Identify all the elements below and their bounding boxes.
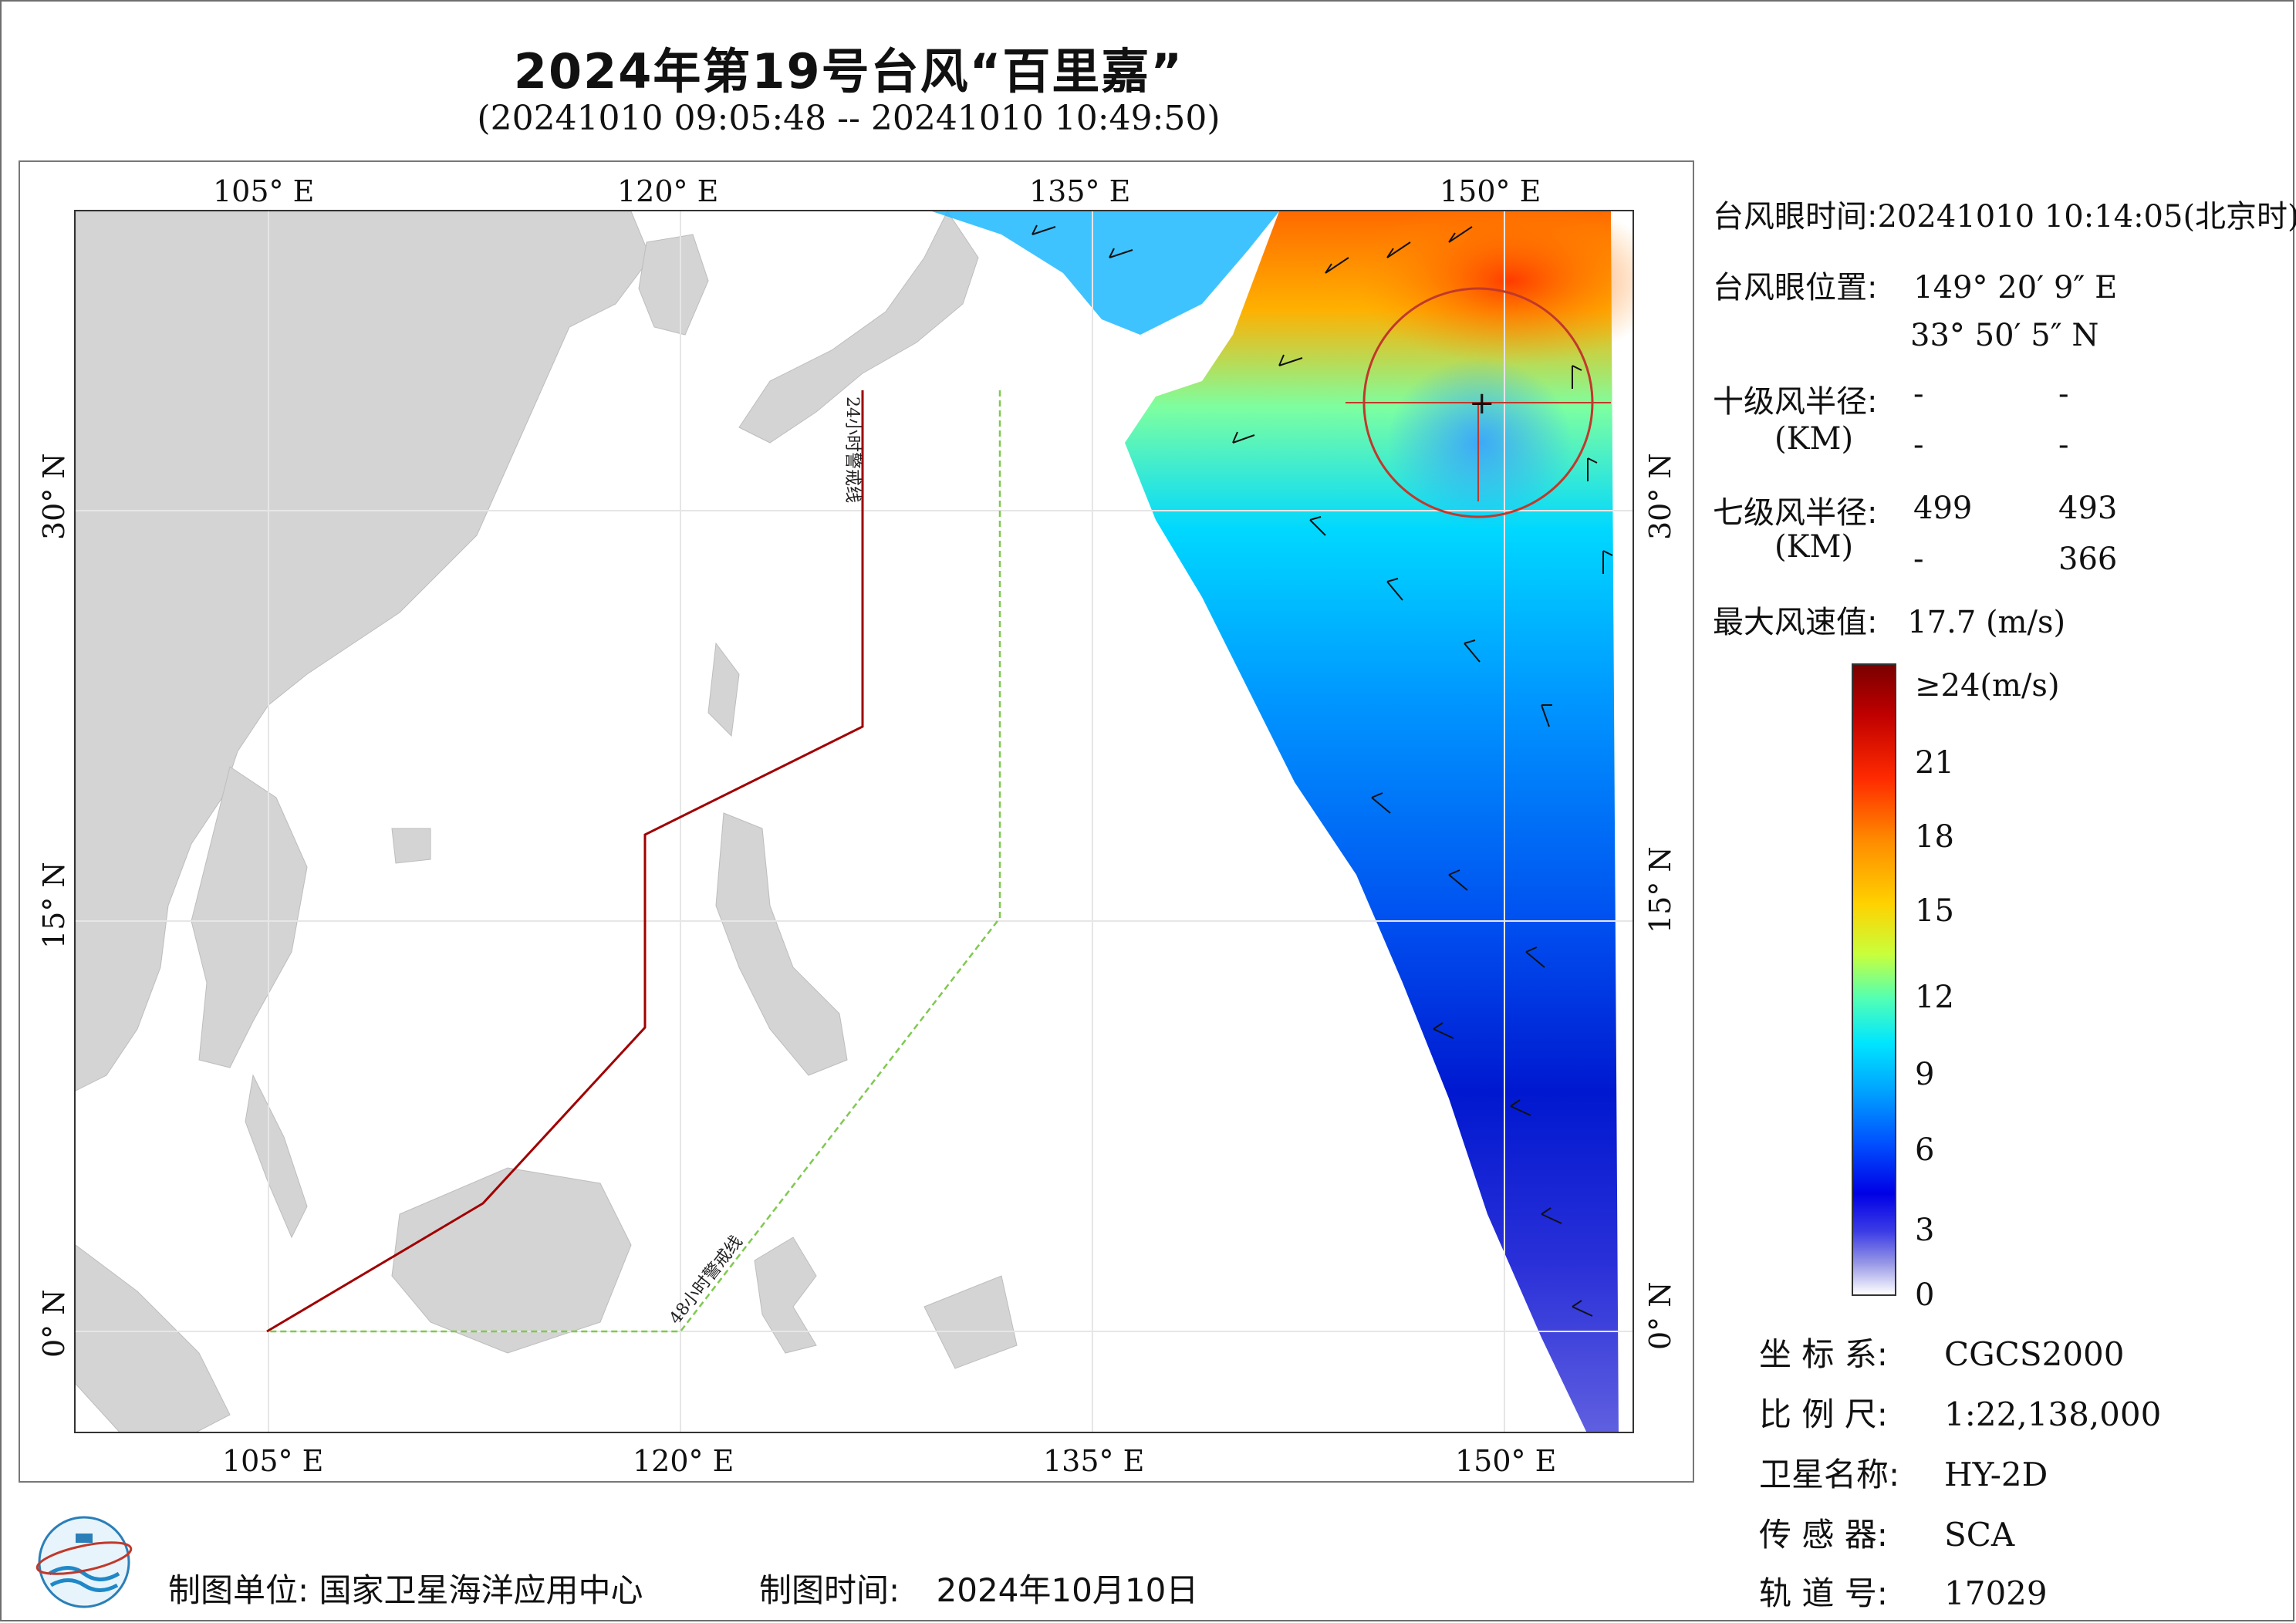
lon-tick-bottom-135: 135° E <box>1043 1444 1145 1478</box>
land-masses <box>76 211 1018 1432</box>
eye-lon-value: 149° 20′ 9″ E <box>1913 270 2118 305</box>
land-japan <box>738 211 979 444</box>
sensor-value: SCA <box>1944 1516 2015 1554</box>
land-asia-mainland <box>76 211 651 1092</box>
sensor-row: 传 感 器: SCA <box>1759 1509 2014 1556</box>
land-sumatra <box>76 1244 231 1432</box>
wind-barbs <box>1032 224 1613 1317</box>
land-korea-peninsula <box>638 234 709 336</box>
max-wind-row: 最大风速值: 17.7 (m/s) <box>1713 597 2065 642</box>
lon-tick-top-150: 150° E <box>1440 174 1541 208</box>
r7-value-2: 493 <box>2058 491 2118 526</box>
r10-value-2: - <box>2058 376 2069 412</box>
lon-tick-top-135: 135° E <box>1029 174 1131 208</box>
colorbar-label-18: 18 <box>1915 819 1954 855</box>
r10-value-3: - <box>1913 427 1924 463</box>
date-row: 制图时间: 2024年10月10日 <box>759 1564 1198 1611</box>
lat-tick-left-15: 15° N <box>37 862 71 949</box>
producer-value: 国家卫星海洋应用中心 <box>319 1571 643 1609</box>
nsoas-logo <box>35 1516 133 1608</box>
land-philippines <box>715 812 848 1076</box>
eye-time-value: 20241010 10:14:05(北京时) <box>1877 199 2296 235</box>
lat-tick-left-30: 30° N <box>37 453 71 540</box>
colorbar-label-12: 12 <box>1915 980 1954 1015</box>
map-frame <box>19 160 1694 1483</box>
satellite-row: 卫星名称: HY-2D <box>1759 1449 2048 1496</box>
eye-pos-row: 台风眼位置: 149° 20′ 9″ E <box>1713 262 2117 307</box>
map-area: + 24小时警戒线 48小时警戒线 <box>74 210 1634 1433</box>
colorbar-label-21: 21 <box>1915 745 1954 781</box>
r7-value-3: - <box>1913 542 1924 577</box>
max-wind-label: 最大风速值: <box>1713 605 1878 640</box>
date-label: 制图时间: <box>759 1571 900 1609</box>
scale-label: 比 例 尺: <box>1759 1395 1888 1433</box>
wind-swath-north <box>932 211 1279 335</box>
sensor-label: 传 感 器: <box>1759 1516 1888 1554</box>
r10-unit: (KM) <box>1774 421 1854 457</box>
wind-field-map: + 24小时警戒线 48小时警戒线 <box>76 211 1633 1432</box>
map-subtitle: (20241010 09:05:48 -- 20241010 10:49:50) <box>477 99 1221 138</box>
warning-line-48h <box>267 390 1001 1333</box>
satellite-label: 卫星名称: <box>1759 1456 1900 1493</box>
colorbar-label-15: 15 <box>1915 893 1954 929</box>
max-wind-value: 17.7 (m/s) <box>1907 605 2066 640</box>
warning-line-24h-label: 24小时警戒线 <box>842 396 862 503</box>
r7-unit: (KM) <box>1774 529 1854 565</box>
r7-label: 七级风半径: <box>1713 495 1878 531</box>
colorbar-label-3: 3 <box>1915 1213 1935 1248</box>
land-indochina <box>191 766 308 1068</box>
lat-tick-right-15: 15° N <box>1643 846 1677 933</box>
eye-pos-label: 台风眼位置: <box>1713 270 1878 305</box>
r10-value-1: - <box>1913 376 1924 412</box>
wind-speed-colorbar <box>1852 663 1896 1296</box>
r10-label: 十级风半径: <box>1713 384 1878 420</box>
lon-tick-bottom-120: 120° E <box>633 1444 734 1478</box>
land-borneo <box>391 1167 632 1354</box>
colorbar-label-6: 6 <box>1915 1132 1935 1168</box>
land-hainan <box>391 828 431 864</box>
crs-label: 坐 标 系: <box>1759 1335 1888 1373</box>
land-sulawesi <box>754 1237 817 1354</box>
graticule <box>76 211 1633 1432</box>
lat-tick-right-0: 0° N <box>1643 1281 1677 1350</box>
crs-row: 坐 标 系: CGCS2000 <box>1759 1328 2124 1375</box>
orbit-value: 17029 <box>1944 1574 2048 1612</box>
date-value: 2024年10月10日 <box>936 1571 1199 1609</box>
r7-value-1: 499 <box>1913 491 1973 526</box>
orbit-row: 轨 道 号: 17029 <box>1759 1567 2048 1615</box>
lon-tick-top-120: 120° E <box>617 174 719 208</box>
land-malay-peninsula <box>245 1074 308 1239</box>
colorbar-label-9: 9 <box>1915 1057 1935 1092</box>
eye-lat-value: 33° 50′ 5″ N <box>1910 318 2099 353</box>
lon-tick-bottom-105: 105° E <box>222 1444 324 1478</box>
satellite-value: HY-2D <box>1944 1456 2048 1493</box>
eye-region <box>1387 358 1572 528</box>
orbit-label: 轨 道 号: <box>1759 1574 1888 1612</box>
producer-label: 制图单位: <box>168 1571 309 1609</box>
lon-tick-top-105: 105° E <box>213 174 315 208</box>
r10-value-4: - <box>2058 427 2069 463</box>
lat-tick-left-0: 0° N <box>37 1289 71 1358</box>
producer-row: 制图单位: 国家卫星海洋应用中心 <box>168 1564 643 1611</box>
typhoon-center-mark: + <box>1469 386 1495 421</box>
land-new-guinea <box>923 1275 1018 1369</box>
eye-time-label: 台风眼时间: <box>1713 199 1878 235</box>
map-title: 2024年第19号台风“百里嘉” <box>513 43 1184 100</box>
scale-row: 比 例 尺: 1:22,138,000 <box>1759 1388 2161 1436</box>
warning-line-48h-label: 48小时警戒线 <box>666 1233 747 1328</box>
warning-line-24h <box>266 390 864 1333</box>
scale-value: 1:22,138,000 <box>1944 1395 2162 1433</box>
lat-tick-right-30: 30° N <box>1643 453 1677 540</box>
eye-time-row: 台风眼时间:20241010 10:14:05(北京时) <box>1713 191 2296 236</box>
colorbar-label-24: ≥24(m/s) <box>1915 668 2060 704</box>
lon-tick-bottom-150: 150° E <box>1455 1444 1557 1478</box>
r7-value-4: 366 <box>2058 542 2118 577</box>
crs-value: CGCS2000 <box>1944 1335 2125 1373</box>
colorbar-label-0: 0 <box>1915 1277 1935 1313</box>
land-taiwan <box>707 642 740 737</box>
